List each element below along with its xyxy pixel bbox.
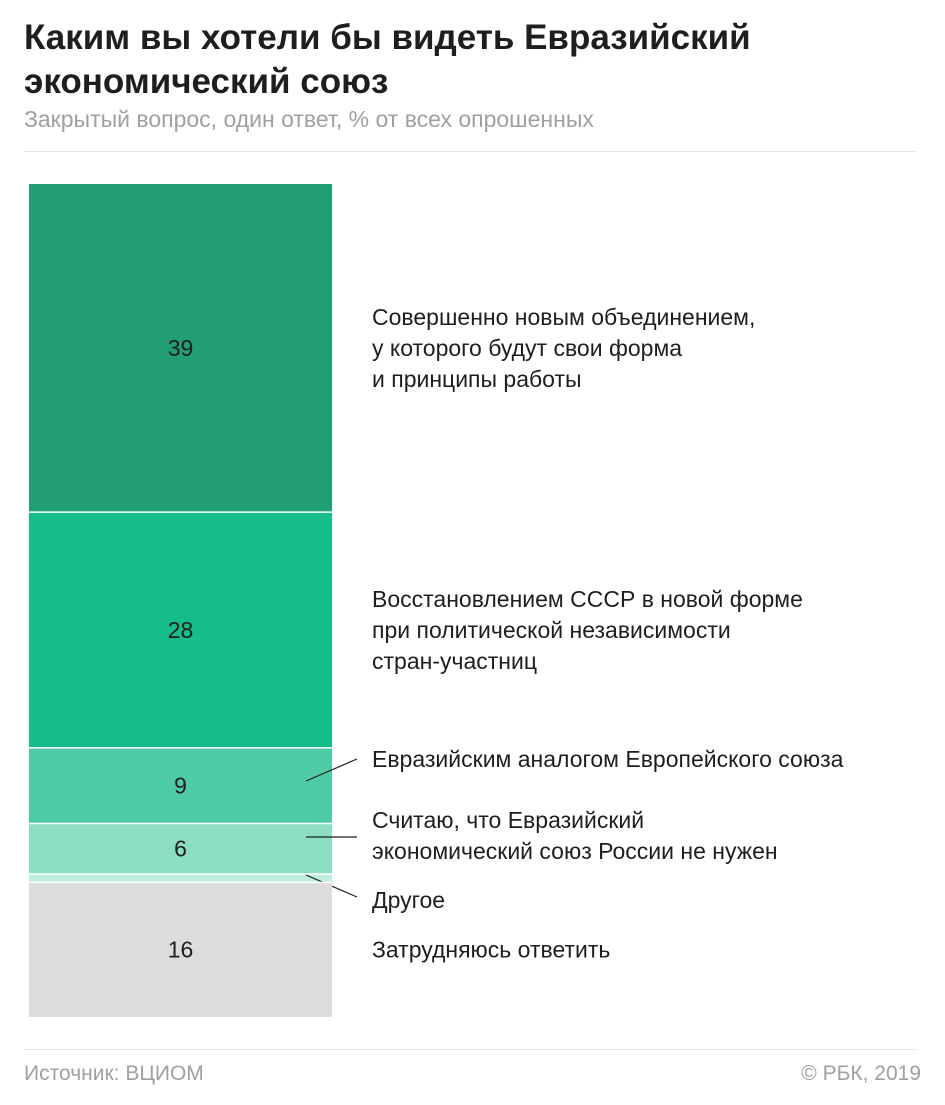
category-label-line: Совершенно новым объединением, [372,304,755,330]
copyright-note: © РБК, 2019 [801,1062,921,1085]
category-label-line: Другое [372,887,445,913]
category-label-line: Считаю, что Евразийский [372,807,644,833]
segment-value-label: 9 [174,773,187,799]
category-label-line: Евразийским аналогом Европейского союза [372,746,844,772]
top-divider [24,151,916,152]
category-label-line: у которого будут свои форма [372,335,682,361]
leader-line [305,758,358,782]
title-line-1: Каким вы хотели бы видеть Евразийский [24,18,751,57]
bar-segment [29,823,332,874]
bar-segment [29,873,332,883]
bar-segment [29,747,332,824]
category-label-line: при политической независимости [372,617,731,643]
category-label-line: и принципы работы [372,366,582,392]
bar-segment [29,882,332,1017]
segment-value-label: 28 [168,617,194,643]
segment-value-label: 39 [168,335,194,361]
chart-subtitle: Закрытый вопрос, один ответ, % от всех о… [24,106,594,132]
bottom-divider [24,1049,916,1050]
category-label-line: Восстановлением СССР в новой форме [372,586,803,612]
segment-value-label: 16 [168,937,194,963]
category-label-line: экономический союз России не нужен [372,838,778,864]
bar-segment [29,512,332,748]
chart-title: Каким вы хотели бы видеть Евразийский эк… [24,16,924,104]
category-label-line: стран-участниц [372,648,537,674]
title-line-2: экономический союз [24,62,389,101]
bar-segment [29,184,332,513]
segment-value-label: 6 [174,836,187,862]
category-label-line: Затрудняюсь ответить [372,937,610,963]
source-note: Источник: ВЦИОМ [24,1062,204,1085]
